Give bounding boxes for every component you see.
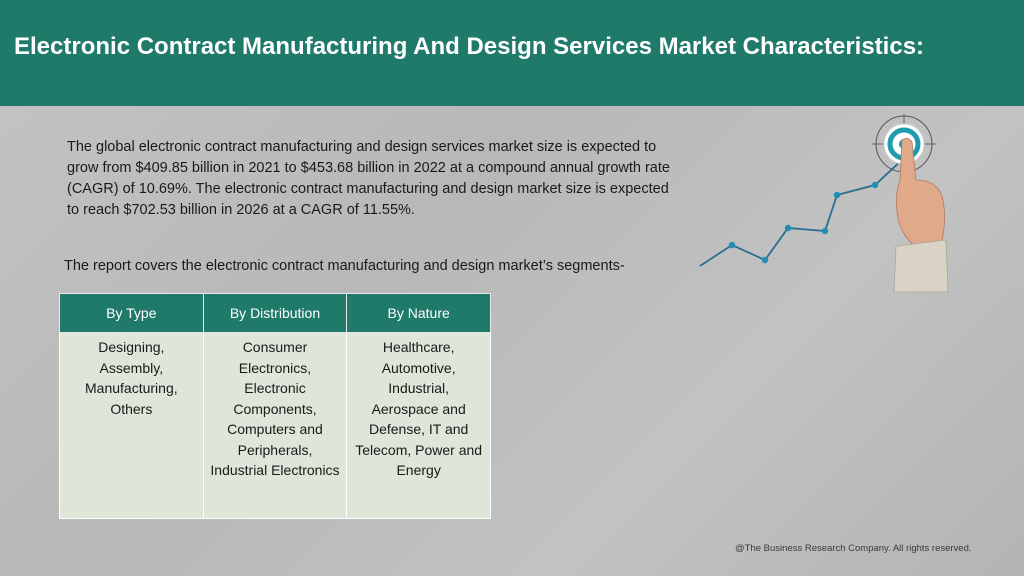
cell-nature-values: Healthcare, Automotive, Industrial, Aero… [346, 332, 491, 519]
segments-intro: The report covers the electronic contrac… [64, 258, 625, 274]
header-by-distribution: By Distribution [202, 293, 348, 333]
copyright-footer: @The Business Research Company. All righ… [735, 543, 972, 554]
title-bar: Electronic Contract Manufacturing And De… [0, 0, 1024, 106]
segments-values-row: Designing, Assembly, Manufacturing, Othe… [59, 332, 491, 519]
cell-distribution-values: Consumer Electronics, Electronic Compone… [202, 332, 348, 519]
header-by-type: By Type [59, 293, 204, 333]
market-size-paragraph: The global electronic contract manufactu… [67, 139, 670, 218]
segments-table: By Type By Distribution By Nature Design… [59, 293, 491, 519]
segments-header-row: By Type By Distribution By Nature [59, 293, 491, 333]
header-by-nature: By Nature [346, 293, 491, 333]
page-title: Electronic Contract Manufacturing And De… [14, 33, 925, 60]
growth-chart-target-icon [699, 114, 949, 293]
cell-type-values: Designing, Assembly, Manufacturing, Othe… [59, 332, 204, 519]
